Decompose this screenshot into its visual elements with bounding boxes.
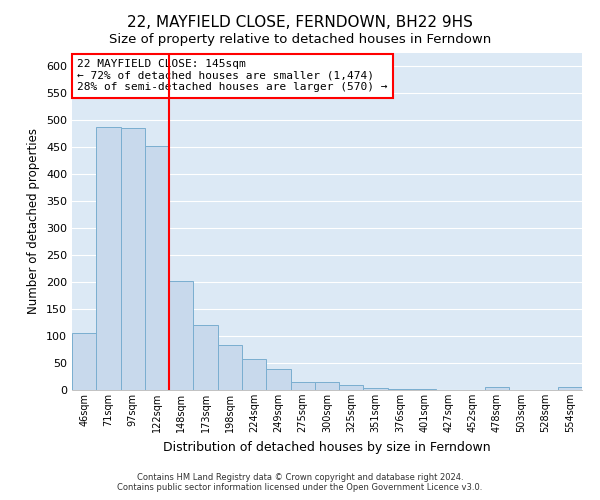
Bar bbox=[169, 281, 193, 390]
Bar bbox=[96, 127, 121, 390]
Bar bbox=[315, 382, 339, 390]
Bar bbox=[218, 345, 242, 390]
Y-axis label: Number of detached properties: Number of detached properties bbox=[28, 128, 40, 314]
Text: 22, MAYFIELD CLOSE, FERNDOWN, BH22 9HS: 22, MAYFIELD CLOSE, FERNDOWN, BH22 9HS bbox=[127, 15, 473, 30]
Bar bbox=[339, 384, 364, 390]
Bar bbox=[364, 388, 388, 390]
X-axis label: Distribution of detached houses by size in Ferndown: Distribution of detached houses by size … bbox=[163, 440, 491, 454]
Text: Size of property relative to detached houses in Ferndown: Size of property relative to detached ho… bbox=[109, 32, 491, 46]
Bar bbox=[412, 389, 436, 390]
Bar bbox=[242, 359, 266, 390]
Bar bbox=[485, 388, 509, 390]
Bar bbox=[388, 389, 412, 390]
Bar bbox=[290, 382, 315, 390]
Bar bbox=[72, 334, 96, 390]
Bar bbox=[121, 128, 145, 390]
Bar bbox=[266, 370, 290, 390]
Text: 22 MAYFIELD CLOSE: 145sqm
← 72% of detached houses are smaller (1,474)
28% of se: 22 MAYFIELD CLOSE: 145sqm ← 72% of detac… bbox=[77, 59, 388, 92]
Bar bbox=[558, 387, 582, 390]
Bar bbox=[145, 146, 169, 390]
Text: Contains HM Land Registry data © Crown copyright and database right 2024.
Contai: Contains HM Land Registry data © Crown c… bbox=[118, 473, 482, 492]
Bar bbox=[193, 325, 218, 390]
